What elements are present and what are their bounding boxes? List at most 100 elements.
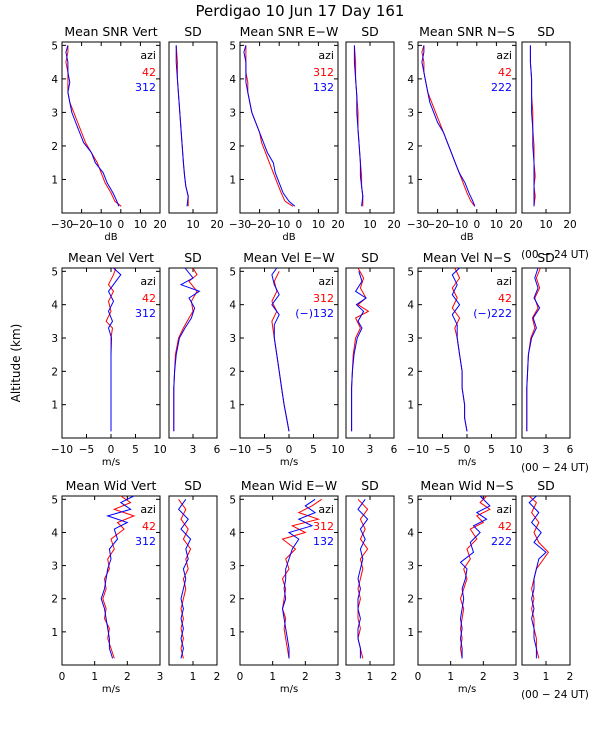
legend-entry: 222 bbox=[491, 81, 512, 94]
x-tick-label: 0 bbox=[237, 671, 244, 683]
x-tick-label: −20 bbox=[71, 219, 93, 231]
y-tick-label: 1 bbox=[51, 400, 58, 412]
series-line-red bbox=[271, 271, 290, 432]
y-tick-label: 1 bbox=[51, 627, 58, 639]
series-line-red bbox=[459, 495, 491, 659]
y-tick-label: 1 bbox=[407, 400, 414, 412]
series-line-red bbox=[528, 495, 550, 659]
x-tick-label: 2 bbox=[480, 671, 487, 683]
x-tick-label: 3 bbox=[367, 444, 374, 456]
y-tick-label: 1 bbox=[229, 174, 236, 186]
y-tick-label: 3 bbox=[407, 333, 414, 345]
legend-heading: azi bbox=[496, 275, 512, 288]
series-line-red bbox=[245, 45, 294, 207]
series-line-blue bbox=[529, 45, 535, 207]
panel-title: Mean Wid N−S bbox=[420, 478, 513, 493]
y-tick-label: 2 bbox=[407, 594, 414, 606]
x-tick-label: −5 bbox=[257, 444, 272, 456]
panel-frame bbox=[61, 41, 161, 214]
y-tick-label: 3 bbox=[407, 107, 414, 119]
legend-entry: 132 bbox=[313, 81, 334, 94]
legend-entry: 132 bbox=[313, 535, 334, 548]
x-axis-label: m/s bbox=[102, 684, 120, 695]
series-line-red bbox=[102, 495, 136, 659]
altitude-axis-label: Altitude (km) bbox=[9, 324, 23, 403]
y-tick-label: 3 bbox=[229, 333, 236, 345]
series-line-red bbox=[351, 267, 370, 432]
y-tick-label: 2 bbox=[51, 141, 58, 153]
panel-frame bbox=[168, 495, 218, 666]
chart-panel: Mean Wid E−W 1 2 3 4 5 0 1 2 3 m/s azi 312 132 bbox=[229, 478, 341, 695]
panel-frame bbox=[239, 41, 339, 214]
y-tick-label: 4 bbox=[51, 300, 58, 312]
legend-heading: azi bbox=[140, 49, 156, 62]
y-tick-label: 4 bbox=[229, 300, 236, 312]
x-tick-label: 0 bbox=[415, 671, 422, 683]
series-line-blue bbox=[107, 267, 122, 432]
x-tick-label: −10 bbox=[229, 444, 251, 456]
x-tick-label: 20 bbox=[331, 219, 344, 231]
series-line-blue bbox=[528, 495, 547, 659]
series-line-blue bbox=[421, 45, 476, 207]
chart-panel: Mean Wid Vert 1 2 3 4 5 0 1 2 3 m/s azi 42 312 bbox=[51, 478, 163, 695]
series-line-blue bbox=[451, 267, 468, 432]
x-tick-label: 10 bbox=[539, 219, 552, 231]
panel-frame bbox=[345, 495, 395, 666]
x-tick-label: −30 bbox=[229, 219, 251, 231]
y-tick-label: 1 bbox=[51, 174, 58, 186]
x-tick-label: −10 bbox=[90, 219, 112, 231]
series-line-blue bbox=[173, 267, 201, 432]
y-tick-label: 5 bbox=[229, 40, 236, 52]
series-line-blue bbox=[100, 495, 135, 659]
x-tick-label: 10 bbox=[363, 219, 376, 231]
x-tick-label: 20 bbox=[153, 219, 166, 231]
x-axis-label: m/s bbox=[280, 684, 298, 695]
legend-entry: 222 bbox=[491, 535, 512, 548]
x-tick-label: −30 bbox=[407, 219, 429, 231]
x-tick-label: −10 bbox=[407, 444, 429, 456]
x-tick-label: 20 bbox=[210, 219, 223, 231]
x-tick-label: 1 bbox=[190, 671, 197, 683]
chart-panel: SD 10 20 bbox=[168, 24, 224, 231]
series-line-blue bbox=[65, 45, 120, 207]
x-tick-label: −5 bbox=[79, 444, 94, 456]
y-tick-label: 4 bbox=[51, 527, 58, 539]
series-line-blue bbox=[351, 271, 367, 432]
panel-title: Mean SNR Vert bbox=[64, 24, 157, 39]
chart-panel: Mean SNR N−S 1 2 3 4 5 −30−20−10 0 10 20 dB azi 42 22… bbox=[407, 24, 523, 243]
x-tick-label: 0 bbox=[473, 219, 480, 231]
x-tick-label: 3 bbox=[335, 671, 342, 683]
x-tick-label: 0 bbox=[59, 671, 66, 683]
x-tick-label: 2 bbox=[567, 671, 574, 683]
x-axis-label: dB bbox=[282, 232, 295, 243]
panel-frame bbox=[239, 495, 339, 666]
y-tick-label: 5 bbox=[229, 494, 236, 506]
series-line-red bbox=[65, 45, 122, 207]
x-tick-label: 6 bbox=[214, 444, 221, 456]
series-line-red bbox=[421, 45, 476, 207]
x-tick-label: 10 bbox=[186, 219, 199, 231]
legend-entry: 312 bbox=[313, 66, 334, 79]
chart-panel: SD 1 2 bbox=[521, 478, 574, 683]
time-range-label-row2: (00 − 24 UT) bbox=[521, 462, 589, 474]
x-tick-label: 5 bbox=[132, 444, 139, 456]
series-line-red bbox=[175, 45, 189, 207]
legend-heading: azi bbox=[140, 503, 156, 516]
x-tick-label: 10 bbox=[490, 219, 503, 231]
chart-panel: SD 3 6 bbox=[521, 250, 574, 456]
y-tick-label: 3 bbox=[229, 107, 236, 119]
series-line-blue bbox=[175, 45, 189, 207]
series-line-blue bbox=[526, 267, 541, 432]
panel-frame bbox=[417, 41, 517, 214]
chart-panel: Mean Vel Vert 1 2 3 4 5 −10 −5 0 5 10 m/s azi 42 312 bbox=[51, 250, 167, 468]
y-tick-label: 4 bbox=[407, 527, 414, 539]
y-tick-label: 4 bbox=[407, 300, 414, 312]
y-tick-label: 1 bbox=[407, 627, 414, 639]
x-tick-label: 10 bbox=[134, 219, 147, 231]
x-tick-label: 1 bbox=[269, 671, 276, 683]
panel-title: SD bbox=[537, 24, 555, 39]
series-line-blue bbox=[177, 499, 192, 659]
panel-frame bbox=[61, 495, 161, 666]
series-line-red bbox=[357, 498, 369, 659]
